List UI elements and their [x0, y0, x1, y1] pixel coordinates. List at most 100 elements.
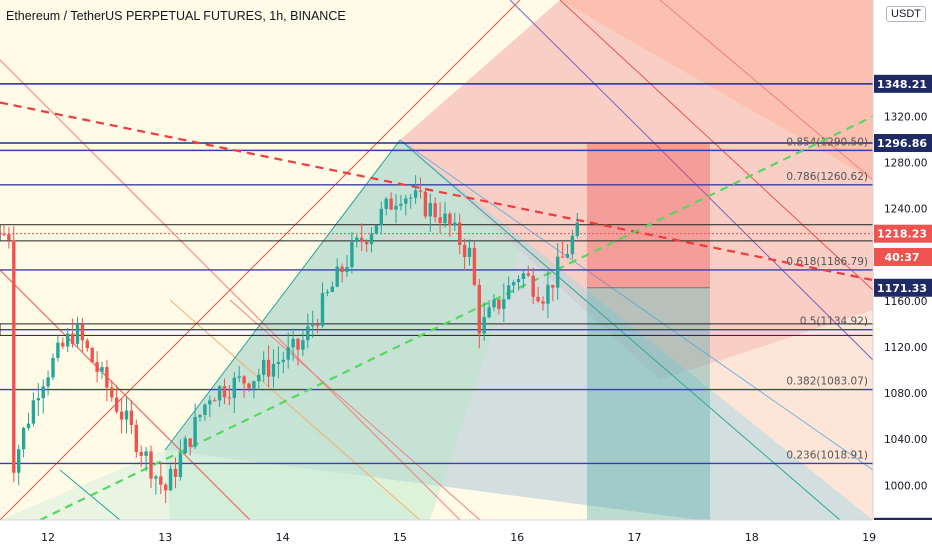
candle-body-342: [340, 266, 344, 273]
candle-body-48: [46, 377, 50, 387]
candle-body-352: [350, 241, 354, 268]
sr-zone-0: [0, 224, 873, 242]
fan-line-6: [399, 139, 873, 471]
candle-body-332: [330, 286, 334, 292]
candle-body-141: [139, 451, 143, 456]
candle-body-264: [262, 359, 266, 375]
price-label-bg-4: [874, 278, 932, 297]
candle-body-523: [521, 273, 526, 280]
candle-body-572: [570, 235, 575, 255]
currency-badge[interactable]: USDT: [886, 6, 926, 22]
candle-body-362: [360, 237, 364, 242]
candle-body-14: [12, 240, 16, 473]
candle-body-445: [443, 213, 447, 224]
fan-line-8: [559, 0, 873, 291]
fan-line-3: [169, 299, 421, 520]
candle-body-563: [560, 256, 565, 258]
candle-body-435: [433, 203, 437, 218]
candle-body-239: [237, 376, 241, 378]
candle-body-210: [208, 400, 212, 405]
y-tick-4: 1160.00: [884, 296, 927, 308]
candle-body-303: [301, 340, 305, 350]
candle-body-558: [556, 256, 560, 288]
candle-body-43: [41, 386, 45, 399]
candle-body-465: [462, 245, 467, 257]
candle-body-200: [198, 414, 202, 418]
candle-body-474: [472, 247, 477, 285]
candle-body-504: [502, 299, 506, 309]
candle-body-528: [526, 273, 530, 276]
candle-body-376: [374, 225, 379, 234]
candle-body-161: [159, 476, 163, 485]
price-label-bg-3: [874, 248, 932, 267]
candle-body-567: [565, 254, 570, 258]
price-label-0: 1348.21: [877, 78, 927, 91]
plot-area: 0.854(1290.50) 0.786(1260.62) 0.618(1186.7…: [0, 0, 873, 520]
plot-background: [0, 0, 873, 520]
candle-body-9: [7, 234, 11, 241]
candle-body-97: [95, 362, 99, 372]
candle-body-117: [115, 397, 119, 412]
candle-body-469: [467, 247, 472, 257]
price-label-bg-1: [874, 134, 932, 153]
candle-body-371: [369, 233, 374, 245]
channel-line-up: [0, 0, 521, 520]
candle-body-337: [335, 266, 339, 287]
candle-body-489: [487, 307, 491, 318]
y-tick-3: 1120.00: [884, 342, 927, 354]
candle-body-386: [384, 198, 388, 209]
candle-body-229: [227, 397, 232, 399]
candle-body-479: [477, 284, 481, 334]
x-tick-15: 15: [393, 531, 407, 544]
candle-body-430: [428, 203, 432, 217]
candle-body-195: [193, 417, 197, 447]
candle-body-298: [296, 338, 300, 350]
candle-body-577: [575, 222, 579, 236]
fan-line-4: [229, 299, 481, 520]
candle-body-440: [438, 217, 442, 224]
candle-body-146: [144, 451, 148, 456]
candle-body-220: [217, 386, 222, 401]
candle-body-166: [164, 484, 168, 491]
candle-body-327: [325, 291, 330, 293]
candle-body-293: [291, 338, 295, 348]
candle-body-548: [546, 284, 550, 304]
trend-line-down: [0, 101, 873, 282]
candle-body-318: [315, 324, 320, 326]
candle-body-411: [409, 197, 413, 199]
y-tick-6: 1240.00: [884, 204, 927, 216]
fib-label-3: 0.5(1134.92): [800, 316, 868, 328]
y-tick-8: 1320.00: [884, 111, 927, 123]
candle-body-53: [51, 357, 55, 378]
candle-body-249: [247, 383, 251, 389]
candle-body-176: [173, 468, 178, 477]
candle-body-24: [21, 427, 26, 450]
candle-body-190: [188, 438, 192, 447]
candle-body-514: [511, 282, 516, 286]
candle-body-136: [134, 424, 138, 452]
x-tick-18: 18: [745, 531, 759, 544]
candle-body-391: [389, 198, 393, 210]
candle-body-416: [413, 190, 418, 198]
y-tick-0: 1000.00: [884, 480, 927, 492]
candle-body-112: [110, 387, 114, 398]
fib-label-5: 0.236(1018.91): [786, 449, 868, 461]
candle-body-38: [36, 398, 40, 401]
candle-body-533: [531, 275, 535, 297]
x-tick-19: 19: [862, 531, 876, 544]
candle-body-131: [129, 410, 134, 425]
candle-body-518: [516, 279, 521, 283]
sr-zone-1: [0, 323, 873, 336]
candle-body-450: [448, 213, 452, 226]
candle-body-225: [222, 386, 227, 398]
candle-body-92: [90, 348, 94, 363]
candle-body-367: [364, 241, 369, 245]
candle-body-538: [536, 296, 540, 302]
candle-body-4: [2, 233, 6, 235]
candle-body-357: [355, 237, 359, 242]
candle-body-33: [31, 400, 36, 424]
candle-body-244: [242, 376, 246, 384]
candle-body-509: [507, 285, 511, 300]
candle-body-102: [100, 367, 104, 372]
